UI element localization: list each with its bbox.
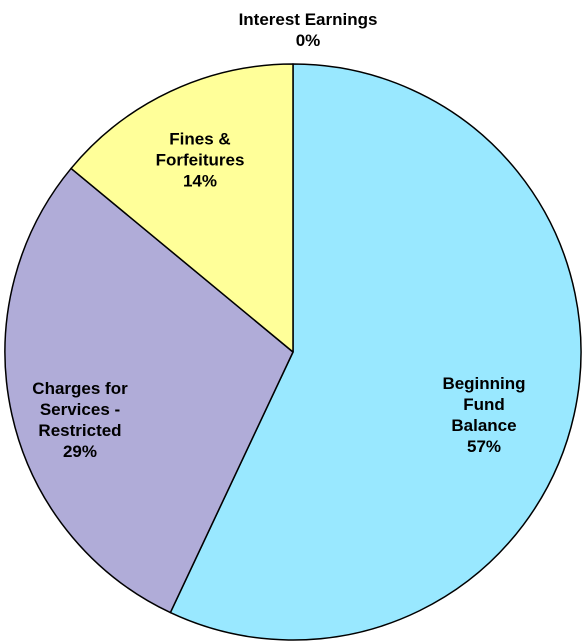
pie-slice (70, 63, 294, 353)
pie-slice (169, 63, 582, 641)
category-label: Beginning Fund Balance (442, 374, 526, 435)
slice-label: Beginning Fund Balance 57% (434, 373, 534, 457)
value-label: 14% (182, 171, 218, 191)
category-label: Charges for Services - Restricted (32, 379, 128, 440)
category-label: Fines & Forfeitures (155, 129, 245, 170)
value-label: 0% (295, 31, 321, 50)
value-label: 57% (466, 437, 502, 456)
slice-label: Charges for Services - Restricted 29% (32, 378, 127, 462)
pie-slice (4, 167, 294, 614)
slice-label: Interest Earnings 0% (239, 9, 378, 51)
slice-label: Fines & Forfeitures 14% (156, 129, 245, 192)
category-label: Interest Earnings (238, 10, 378, 29)
value-label: 29% (62, 442, 98, 461)
